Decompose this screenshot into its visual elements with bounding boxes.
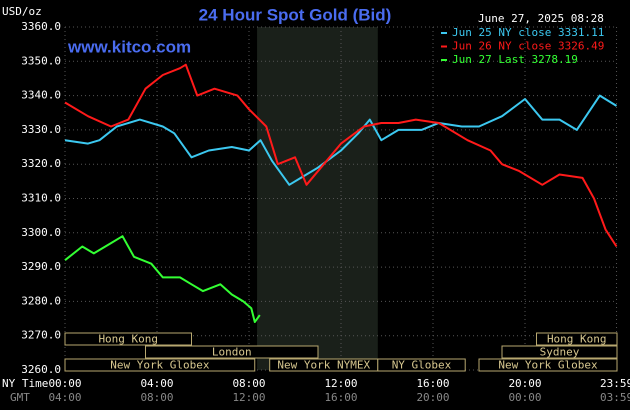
- x-tick-label: 23:59: [600, 377, 630, 390]
- session-bar: [64, 332, 192, 346]
- session-label: London: [212, 346, 252, 359]
- y-tick-label: 3300.0: [21, 226, 61, 239]
- x2-axis-label: GMT: [10, 391, 30, 404]
- x2-tick-label: 04:00: [48, 391, 81, 404]
- y-tick-label: 3260.0: [21, 363, 61, 376]
- x-tick-label: 12:00: [324, 377, 357, 390]
- y-tick-label: 3310.0: [21, 192, 61, 205]
- x-tick-label: 08:00: [232, 377, 265, 390]
- session-bar: [536, 332, 618, 346]
- y-tick-label: 3360.0: [21, 20, 61, 33]
- series-line: [64, 63, 618, 248]
- x-tick-label: 20:00: [508, 377, 541, 390]
- x-tick-label: 00:00: [48, 377, 81, 390]
- x2-tick-label: 03:59: [600, 391, 630, 404]
- session-label: New York Globex: [110, 359, 210, 372]
- y-tick-label: 3350.0: [21, 54, 61, 67]
- y-tick-label: 3290.0: [21, 260, 61, 273]
- y-axis-label: USD/oz: [2, 5, 42, 18]
- session-bar: [64, 358, 256, 372]
- x-tick-label: 16:00: [416, 377, 449, 390]
- legend-label: Jun 27 Last 3278.19: [452, 53, 578, 66]
- y-tick-label: 3270.0: [21, 329, 61, 342]
- session-label: NY Globex: [392, 359, 452, 372]
- timestamp: June 27, 2025 08:28: [478, 12, 604, 25]
- series-line: [64, 235, 261, 323]
- legend-label: Jun 25 NY close 3331.11: [452, 26, 604, 39]
- session-bar: [377, 358, 466, 372]
- session-label: Hong Kong: [547, 333, 607, 346]
- x2-tick-label: 16:00: [324, 391, 357, 404]
- y-tick-label: 3330.0: [21, 123, 61, 136]
- x2-tick-label: 00:00: [508, 391, 541, 404]
- session-label: Hong Kong: [98, 333, 158, 346]
- y-tick-label: 3280.0: [21, 294, 61, 307]
- session-bar: [501, 345, 618, 359]
- x-axis-label: NY Time: [2, 377, 48, 390]
- session-label: New York NYMEX: [277, 359, 370, 372]
- session-label: Sydney: [540, 346, 580, 359]
- x-tick-label: 04:00: [140, 377, 173, 390]
- legend-label: Jun 26 NY close 3326.49: [452, 40, 604, 53]
- session-bar: [478, 358, 618, 372]
- session-bar: [145, 345, 319, 359]
- x2-tick-label: 08:00: [140, 391, 173, 404]
- session-label: New York Globex: [498, 359, 598, 372]
- x2-tick-label: 20:00: [416, 391, 449, 404]
- series-line: [64, 94, 618, 186]
- x2-tick-label: 12:00: [232, 391, 265, 404]
- chart-title: 24 Hour Spot Gold (Bid): [199, 5, 392, 24]
- site-label: www.kitco.com: [67, 37, 191, 56]
- y-tick-label: 3340.0: [21, 89, 61, 102]
- y-tick-label: 3320.0: [21, 157, 61, 170]
